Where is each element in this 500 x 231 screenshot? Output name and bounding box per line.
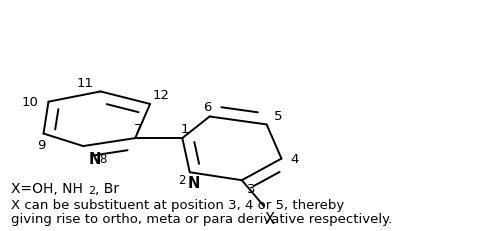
Text: 11: 11: [76, 77, 93, 90]
Text: 8: 8: [99, 153, 106, 166]
Text: X: X: [264, 211, 274, 226]
Text: 5: 5: [274, 110, 282, 123]
Text: 2: 2: [178, 174, 186, 187]
Text: 10: 10: [22, 96, 38, 109]
Text: X can be substituent at position 3, 4 or 5, thereby: X can be substituent at position 3, 4 or…: [12, 198, 344, 211]
Text: X=OH, NH: X=OH, NH: [12, 181, 83, 195]
Text: 6: 6: [203, 101, 211, 114]
Text: 12: 12: [152, 88, 170, 101]
Text: 4: 4: [290, 152, 299, 165]
Text: 9: 9: [37, 139, 45, 152]
Text: 1: 1: [180, 122, 189, 135]
Text: N: N: [88, 151, 101, 166]
Text: 2: 2: [88, 185, 96, 195]
Text: N: N: [188, 175, 200, 190]
Text: giving rise to ortho, meta or para derivative respectively.: giving rise to ortho, meta or para deriv…: [12, 213, 392, 225]
Text: 7: 7: [134, 122, 142, 135]
Text: 3: 3: [247, 183, 256, 196]
Text: , Br: , Br: [94, 181, 118, 195]
